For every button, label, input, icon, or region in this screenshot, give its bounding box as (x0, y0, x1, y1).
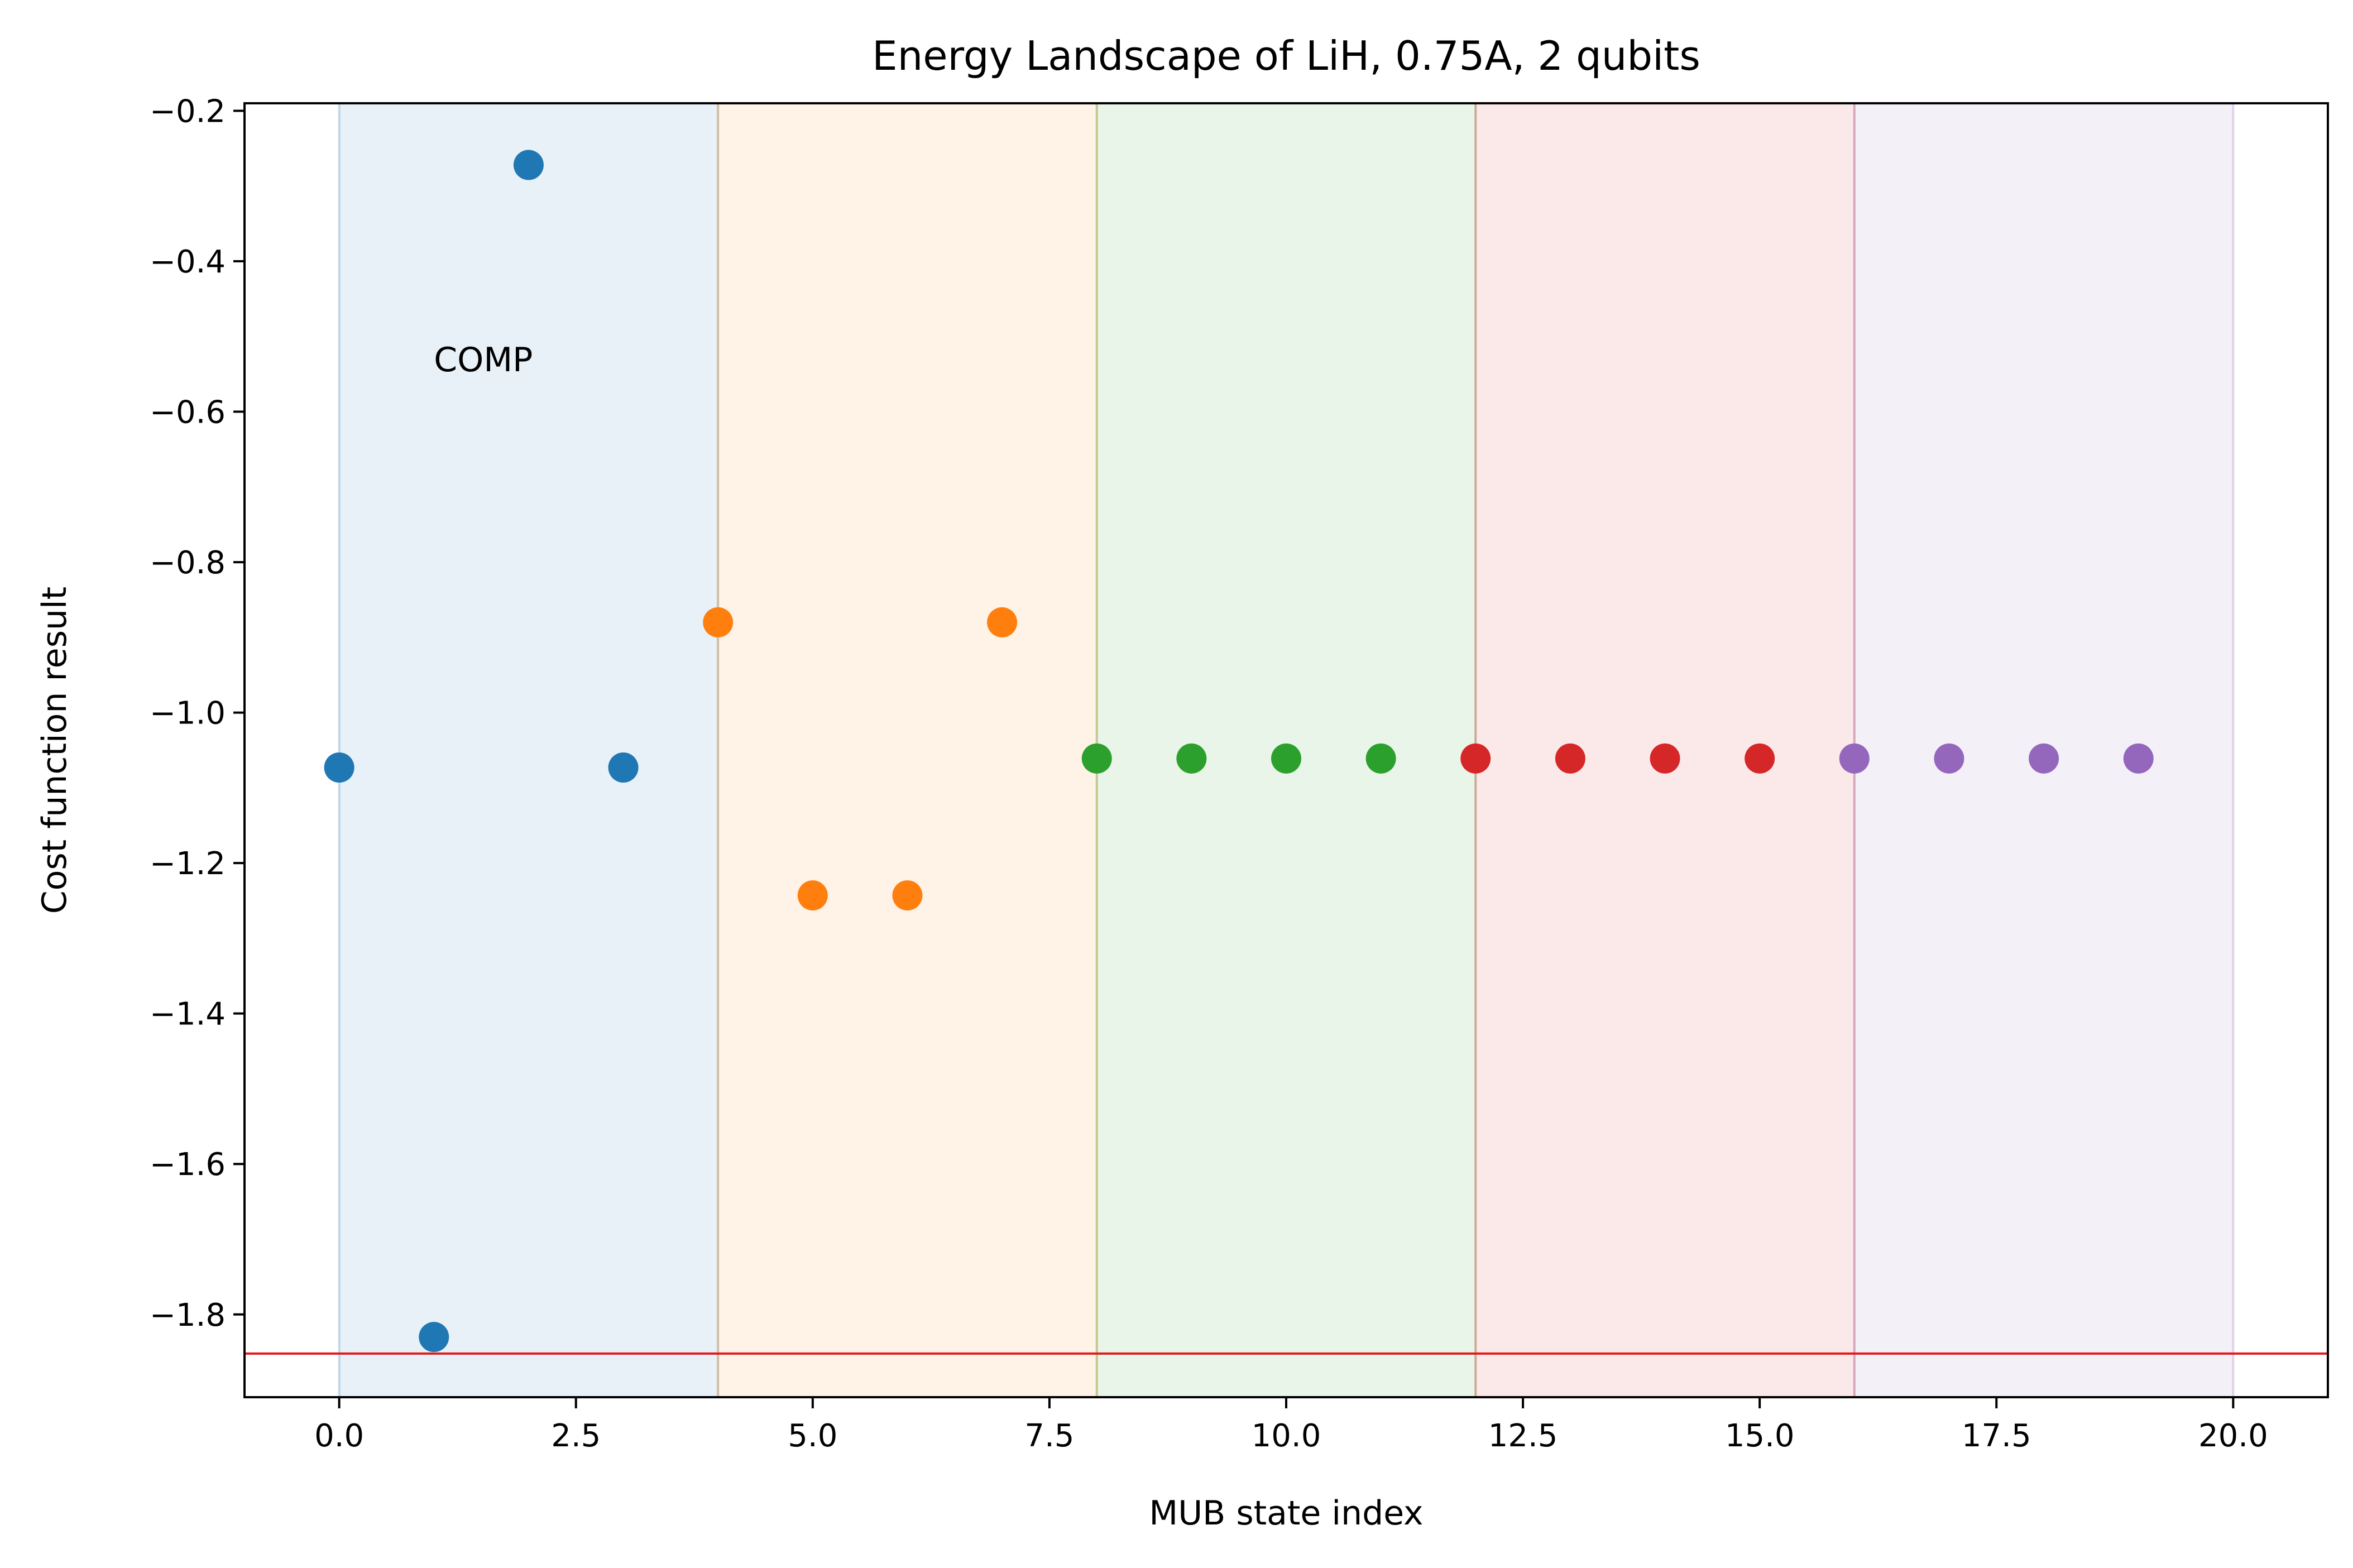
data-point-s2-1 (797, 880, 828, 911)
x-tick-label: 17.5 (1962, 1418, 2031, 1454)
y-tick-label: −1.4 (150, 996, 226, 1033)
y-tick-label: −0.8 (150, 545, 226, 581)
x-axis-label: MUB state index (1149, 1494, 1423, 1533)
y-axis-ticks: −0.2 −0.4 −0.6 −0.8 −1.0 −1.2 −1.4 −1.6 −1.8 (150, 93, 245, 1334)
shaded-span-1 (338, 102, 720, 1398)
y-tick-label: −1.0 (150, 696, 226, 732)
data-point-s5-1 (1934, 743, 1964, 774)
y-tick-label: −1.8 (150, 1297, 226, 1334)
data-point-s2-2 (892, 880, 923, 911)
y-tick-label: −0.4 (150, 244, 226, 280)
data-point-s5-2 (2029, 743, 2059, 774)
data-point-s3-3 (1365, 743, 1396, 774)
data-point-s1-0 (324, 752, 354, 783)
shaded-span-2 (717, 102, 1098, 1398)
data-point-s3-0 (1081, 743, 1112, 774)
x-tick-label: 10.0 (1252, 1418, 1321, 1454)
y-axis-label: Cost function result (35, 587, 74, 914)
data-point-s3-1 (1176, 743, 1207, 774)
comp-annotation: COMP (434, 341, 533, 380)
y-tick-label: −0.2 (150, 93, 226, 130)
x-tick-label: 7.5 (1024, 1418, 1074, 1454)
x-tick-label: 12.5 (1488, 1418, 1558, 1454)
data-point-s4-1 (1555, 743, 1585, 774)
x-tick-label: 5.0 (788, 1418, 837, 1454)
data-point-s5-0 (1839, 743, 1870, 774)
data-point-s2-0 (703, 607, 734, 637)
y-tick-label: −0.6 (150, 395, 226, 431)
data-point-s4-2 (1650, 743, 1680, 774)
data-point-s4-0 (1460, 743, 1491, 774)
data-point-s3-2 (1271, 743, 1301, 774)
data-point-s1-3 (608, 752, 639, 783)
y-tick-label: −1.2 (150, 846, 226, 882)
data-point-s4-3 (1745, 743, 1775, 774)
data-point-s1-2 (513, 150, 544, 180)
x-tick-label: 2.5 (551, 1418, 601, 1454)
y-tick-label: −1.6 (150, 1147, 226, 1183)
x-axis-ticks: 0.0 2.5 5.0 7.5 10.0 12.5 15.0 17.5 20.0 (314, 1397, 2268, 1454)
chart-title: Energy Landscape of LiH, 0.75A, 2 qubits (872, 32, 1700, 79)
x-tick-label: 20.0 (2198, 1418, 2268, 1454)
data-points (324, 150, 2154, 1353)
data-point-s2-3 (987, 607, 1018, 637)
x-tick-label: 15.0 (1725, 1418, 1795, 1454)
data-point-s1-1 (419, 1322, 449, 1353)
data-point-s5-3 (2123, 743, 2154, 774)
x-tick-label: 0.0 (314, 1418, 364, 1454)
